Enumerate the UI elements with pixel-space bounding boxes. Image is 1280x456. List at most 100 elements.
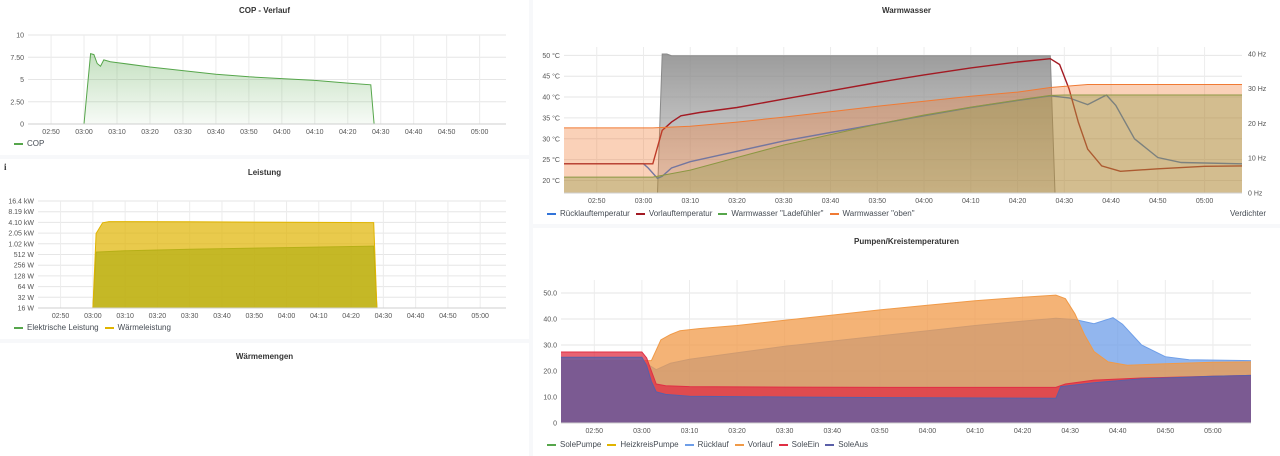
y-tick-label: 256 W: [14, 263, 35, 270]
axes: 16 W 32 W 64 W 128 W 256 W 512 W 1.02 kW 2.05 k…: [8, 199, 506, 320]
series-layer: [28, 53, 506, 125]
x-tick-label: 04:40: [407, 313, 425, 320]
x-tick-label: 04:00: [919, 428, 937, 435]
series-layer: [561, 294, 1252, 423]
y-tick-label: 30.0: [543, 343, 557, 350]
legend-swatch: [718, 212, 728, 215]
y2-tick-label: 40 Hz: [1248, 51, 1267, 58]
y-tick-label: 2.50: [10, 99, 24, 106]
x-tick-label: 04:10: [310, 313, 328, 320]
legend-label: Vorlauftemperatur: [648, 209, 713, 218]
y2-tick-label: 10 Hz: [1248, 156, 1267, 163]
y-tick-label: 10: [16, 33, 24, 40]
warmwasser-chart: 20 °C 25 °C 30 °C 35 °C 40 °C 45 °C 50 °C 0 Hz 1…: [542, 47, 1267, 205]
y-tick-label: 32 W: [18, 295, 35, 302]
x-tick-label: 03:30: [181, 313, 199, 320]
x-tick-label: 02:50: [586, 428, 604, 435]
x-tick-label: 05:00: [471, 313, 489, 320]
legend-item[interactable]: Vorlauf: [734, 440, 773, 449]
x-tick-label: 04:40: [1102, 198, 1120, 205]
pumpen-panel: Pumpen/Kreistemperaturen 0 10.0 20.0 30.0 40…: [533, 228, 1280, 456]
y-tick-label: 8.19 kW: [8, 209, 34, 216]
y2-tick-label: 0 Hz: [1248, 191, 1263, 198]
x-tick-label: 04:20: [1014, 428, 1032, 435]
legend-swatch: [607, 443, 617, 446]
x-tick-label: 03:00: [633, 428, 651, 435]
series-area-soleaus: [561, 357, 1251, 423]
x-tick-label: 04:40: [1109, 428, 1127, 435]
x-tick-label: 04:00: [278, 313, 296, 320]
y-tick-label: 30 °C: [542, 135, 560, 143]
legend-label: Warmwasser "oben": [842, 209, 915, 218]
legend-label: SoleEin: [791, 440, 820, 449]
series-line-verdichter: [564, 53, 1242, 194]
y-tick-label: 25 °C: [542, 156, 560, 164]
x-tick-label: 02:50: [42, 129, 60, 136]
series-area-warmwasser-oben: [564, 84, 1242, 193]
y-tick-label: 40 °C: [542, 94, 560, 102]
legend-swatch: [104, 326, 114, 329]
y-tick-label: 2.05 kW: [8, 231, 34, 238]
x-tick-label: 03:50: [871, 428, 889, 435]
legend-swatch: [829, 212, 839, 215]
cop-panel: COP - Verlauf 0 2.50 5 7.50 10 02:50 03:00 03:1…: [0, 0, 529, 155]
legend-item[interactable]: Wärmeleistung: [104, 323, 171, 332]
legend-item[interactable]: Elektrische Leistung: [14, 323, 99, 332]
legend-label: SolePumpe: [560, 440, 602, 449]
x-tick-label: 04:30: [1061, 428, 1079, 435]
y-tick-label: 0: [20, 122, 24, 129]
legend-item[interactable]: SolePumpe: [547, 440, 601, 449]
x-tick-label: 03:20: [149, 313, 167, 320]
panel-title: Leistung: [247, 168, 282, 177]
legend-label: COP: [27, 139, 45, 148]
panel-title: COP - Verlauf: [239, 6, 290, 15]
x-tick-label: 04:10: [306, 129, 324, 136]
series-line-vorlauftemperatur: [564, 57, 1243, 173]
x-tick-label: 04:10: [966, 428, 984, 435]
x-tick-label: 04:30: [1056, 198, 1074, 205]
waermemengen-panel: Wärmemengen: [0, 343, 529, 456]
y-tick-label: 7.50: [10, 55, 24, 62]
legend-label: Wärmeleistung: [117, 323, 171, 332]
legend-swatch: [778, 443, 788, 446]
series-area-cop: [28, 53, 506, 125]
panel-title: Wärmemengen: [235, 352, 294, 361]
x-tick-label: 03:40: [213, 313, 231, 320]
x-tick-label: 04:50: [439, 313, 457, 320]
legend-item[interactable]: Warmwasser "oben": [829, 209, 915, 218]
right-axis-label: Verdichter: [1229, 209, 1266, 218]
legend-item[interactable]: Warmwasser "Ladefühler": [718, 209, 824, 218]
y-tick-label: 20 °C: [542, 177, 560, 185]
x-tick-label: 03:20: [728, 428, 746, 435]
legend-item[interactable]: HeizkreisPumpe: [607, 440, 679, 449]
cop-chart: 0 2.50 5 7.50 10 02:50 03:00 03:10 03:20 03:30 03:…: [10, 33, 506, 136]
legend-label: Warmwasser "Ladefühler": [731, 209, 824, 218]
y-tick-label: 45 °C: [542, 73, 560, 81]
chart-legend: COP: [14, 139, 50, 148]
leistung-panel: i Leistung 16 W 32 W 64 W 128 W 256 W 512 W 1.…: [0, 159, 529, 339]
chart-legend: Rücklauftemperatur Vorlauftemperatur Warmw…: [547, 209, 921, 218]
legend-swatch: [14, 326, 23, 329]
legend-item[interactable]: Rücklauf: [684, 440, 729, 449]
x-tick-label: 03:00: [75, 129, 93, 136]
info-icon[interactable]: i: [4, 162, 7, 172]
x-tick-label: 04:20: [342, 313, 360, 320]
series-layer: [38, 221, 506, 309]
series-layer: [564, 53, 1243, 194]
x-tick-label: 04:50: [438, 129, 456, 136]
x-tick-label: 02:50: [588, 198, 606, 205]
series-line-rücklauftemperatur: [564, 94, 1243, 180]
legend-label: HeizkreisPumpe: [620, 440, 679, 449]
legend-item[interactable]: Rücklauftemperatur: [547, 209, 630, 218]
x-tick-label: 04:20: [339, 129, 357, 136]
x-tick-label: 04:40: [405, 129, 423, 136]
y-tick-label: 50.0: [543, 291, 557, 298]
axes: 0 2.50 5 7.50 10 02:50 03:00 03:10 03:20 03:30 03:…: [10, 33, 506, 136]
y-tick-label: 16.4 kW: [8, 199, 34, 206]
legend-item[interactable]: COP: [14, 139, 44, 148]
x-tick-label: 02:50: [52, 313, 70, 320]
legend-item[interactable]: Vorlauftemperatur: [635, 209, 713, 218]
legend-item[interactable]: SoleAus: [825, 440, 868, 449]
legend-item[interactable]: SoleEin: [778, 440, 820, 449]
y-tick-label: 512 W: [14, 252, 35, 259]
